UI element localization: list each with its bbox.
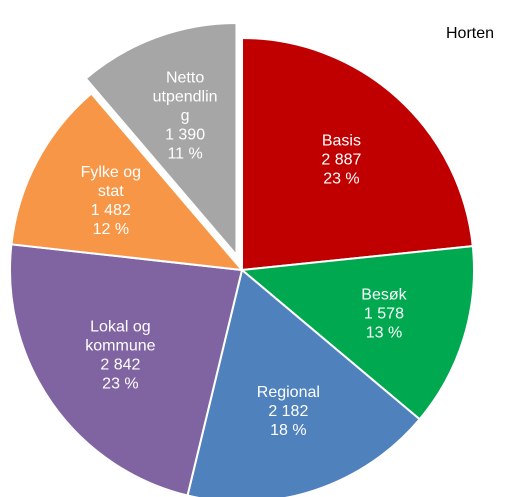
pie-slice [9, 243, 244, 497]
percent-label: 11 % [167, 146, 202, 163]
pie-slice [241, 36, 474, 272]
slice-label: Lokal og kommune [85, 319, 155, 355]
percent-label: 23 % [323, 171, 359, 188]
slice-label: Besøk [361, 287, 407, 304]
value-label: 2 182 [268, 403, 308, 420]
pie-slice [10, 92, 245, 272]
slice-label: Fylke og stat [81, 164, 141, 200]
percent-label: 23 % [102, 376, 138, 393]
slice-label: Regional [257, 384, 320, 401]
percent-label: 18 % [270, 422, 306, 439]
slice-label: Basis [322, 133, 361, 150]
percent-label: 12 % [93, 221, 129, 238]
chart-title: Horten [446, 25, 494, 42]
value-label: 1 482 [91, 202, 131, 219]
value-label: 1 578 [364, 306, 404, 323]
pie-slice [186, 268, 422, 497]
percent-label: 13 % [366, 325, 402, 342]
value-label: 2 887 [321, 152, 361, 169]
pie-slice [239, 244, 475, 421]
pie-slice [84, 21, 238, 258]
slice-label: Netto utpendlin g [153, 70, 218, 125]
value-label: 1 390 [165, 127, 205, 144]
value-label: 2 842 [100, 357, 140, 374]
